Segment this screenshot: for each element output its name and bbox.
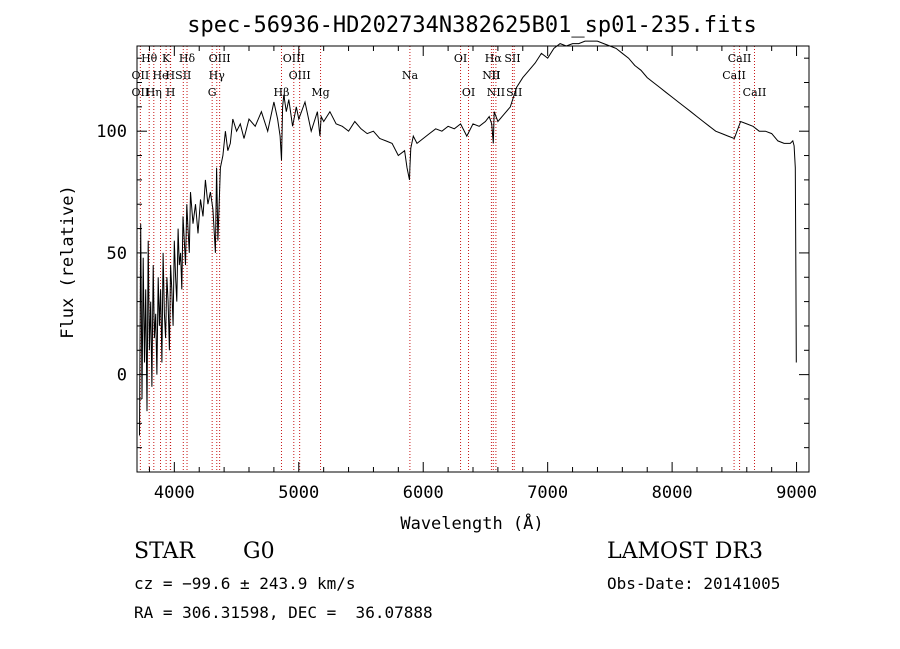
x-tick-label: 6000 [403,483,444,503]
line-marker-label: CaII [722,69,746,82]
line-marker-label: Hβ [274,86,290,99]
line-marker-label: Hδ [179,52,196,65]
x-tick-label: 5000 [278,483,319,503]
line-marker-label: CaII [728,52,752,65]
line-marker-label: H [166,69,176,82]
spectrum-series-line [139,40,797,436]
axis-ticks: 4000 5000 6000 7000 8000 9000 0 50 100 [96,46,817,503]
line-marker-label: OII [132,86,150,99]
x-tick-label: 4000 [154,483,195,503]
line-marker-label: OI [462,86,475,99]
line-marker-label: NII [482,69,500,82]
line-marker-label: SII [504,52,520,65]
x-tick-label: 8000 [652,483,693,503]
object-subclass: G0 [243,539,275,564]
x-tick-label: 7000 [527,483,568,503]
observation-date: Obs-Date: 20141005 [607,574,781,593]
line-marker-label: K [162,52,171,65]
y-tick-label: 50 [107,244,127,264]
object-class: STAR [134,539,195,564]
line-marker-label: OIII [209,52,231,65]
line-marker-label: Hα [485,52,503,65]
x-tick-label: 9000 [776,483,817,503]
redshift-cz: cz = −99.6 ± 243.9 km/s [134,574,356,593]
plot-frame [136,45,810,473]
line-marker-label: He [152,69,168,82]
line-marker-label: OI [454,52,467,65]
line-marker-label: Hγ [209,69,226,82]
line-marker-label: OIII [283,52,305,65]
line-marker-label: II [492,69,501,82]
line-marker-label: Na [402,69,419,82]
line-marker-label: G [208,86,217,99]
survey-name: LAMOST DR3 [607,539,763,564]
y-tick-label: 0 [117,366,127,386]
line-marker-label: SII [175,69,191,82]
line-marker-label: Hη [146,86,162,99]
line-marker-label: OII [132,69,150,82]
chart-title: spec-56936-HD202734N382625B01_sp01-235.f… [187,13,757,38]
y-tick-label: 100 [96,122,127,142]
line-markers [139,46,755,472]
line-marker-label: Mg [311,86,329,99]
x-axis-label: Wavelength (Å) [400,512,543,534]
line-marker-label: SII [506,86,522,99]
line-marker-label: CaII [743,86,767,99]
line-marker-label: NII [487,86,505,99]
line-marker-label: H [166,86,176,99]
line-marker-label: OIII [289,69,311,82]
coordinates: RA = 306.31598, DEC = 36.07888 [134,603,433,622]
line-marker-label: Hθ [141,52,158,65]
y-axis-label: Flux (relative) [58,185,78,339]
